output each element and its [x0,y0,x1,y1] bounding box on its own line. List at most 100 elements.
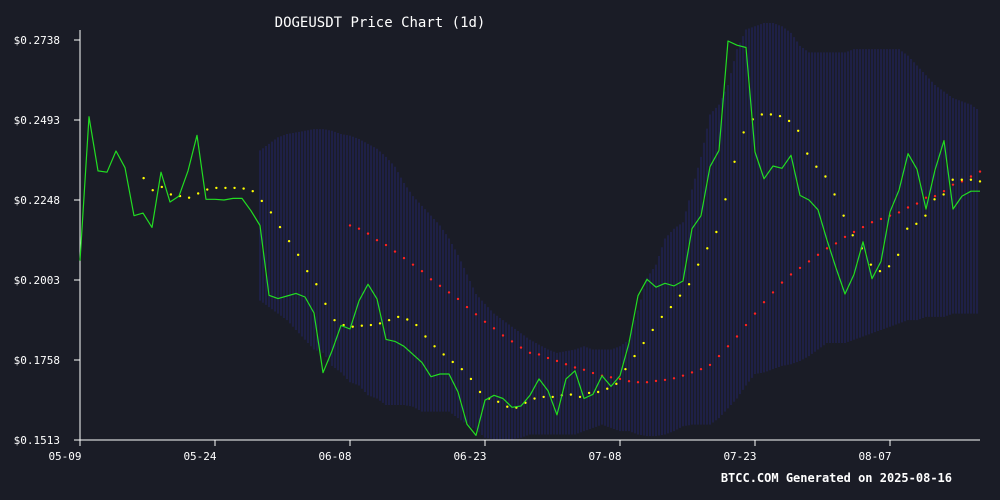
long-ma-point [411,263,415,266]
short-ma-point [306,269,309,273]
short-ma-point [769,113,773,116]
long-ma-point [753,312,757,315]
short-ma-point [360,324,364,327]
short-ma-point [278,225,282,229]
long-ma-point [483,320,487,323]
long-ma-point [672,377,676,380]
short-ma-point [951,178,954,181]
long-ma-point [456,297,460,301]
long-ma-point [537,353,541,356]
short-ma-point [587,391,591,395]
short-ma-point [651,328,654,332]
short-ma-point [296,253,300,257]
short-ma-point [242,187,245,190]
x-tick-label: 08-07 [858,450,891,463]
axis-layer [79,30,980,441]
short-ma-point [578,395,582,399]
long-ma-point [807,260,811,263]
long-ma-point [951,183,955,186]
long-ma-point [717,354,721,358]
short-ma-point [533,397,536,400]
short-ma-point [715,230,718,234]
short-ma-point [406,318,409,321]
short-ma-point [187,196,191,199]
x-tick-label: 07-23 [723,450,756,463]
short-ma-point [942,193,945,196]
long-ma-point [420,269,424,273]
short-ma-point [542,395,545,399]
long-ma-point [780,281,784,284]
short-ma-point [260,199,264,203]
short-ma-point [924,214,927,217]
short-ma-point [806,152,809,155]
long-ma-point [429,278,433,281]
long-ma-point [906,206,910,209]
long-ma-point [852,230,856,234]
short-ma-point [469,377,473,381]
short-ma-point [215,186,218,190]
short-ma-point [878,269,882,273]
short-ma-point [460,367,464,371]
x-tick-layer: 05-09 05-24 06-08 06-23 07-08 07-23 08-07 [48,440,892,463]
long-ma-point [825,247,829,250]
short-ma-point [678,294,682,297]
long-ma-point [861,225,865,229]
long-ma-point [798,266,802,270]
long-ma-point [447,291,451,294]
long-ma-point [438,284,442,288]
long-ma-point [555,359,559,363]
long-ma-point [843,235,847,239]
long-ma-point [708,363,712,367]
short-ma-point [151,189,154,192]
long-ma-point [897,211,901,214]
short-ma-point [233,186,236,190]
long-ma-point [357,227,361,230]
short-ma-point [496,400,500,403]
short-ma-point [169,193,173,196]
long-ma-point [582,368,586,371]
long-ma-point [681,374,685,377]
short-ma-point [506,405,509,408]
long-ma-point [510,340,514,343]
price-line [79,40,980,436]
long-ma-point [348,224,352,227]
long-ma-point [879,217,883,221]
y-tick-layer: $0.1513 $0.1758 $0.2003 $0.2248 $0.2493 $0.27… [14,34,80,447]
y-tick-label: $0.2493 [14,114,60,127]
long-ma-point [645,381,649,384]
long-ma-point [942,189,946,193]
short-ma-point [287,239,291,243]
chart-title: DOGEUSDT Price Chart (1d) [275,15,486,31]
short-ma-point [787,119,791,123]
long-ma-point [636,381,640,384]
short-ma-point [251,189,254,193]
short-ma-point [224,186,227,190]
series-layer [79,40,982,436]
short-ma-point [687,283,691,286]
long-ma-point [402,256,406,260]
short-ma-point [833,193,836,196]
short-ma-point [724,198,727,201]
short-ma-point [433,345,436,348]
y-tick-label: $0.2003 [14,274,60,287]
short-ma-point [778,114,782,118]
short-ma-point [624,367,627,371]
y-tick-label: $0.1513 [14,434,60,447]
short-ma-point [851,234,854,237]
short-ma-point [333,318,336,322]
short-ma-point [315,283,318,286]
long-ma-point [546,356,550,360]
long-ma-point [933,194,937,198]
long-ma-point [627,380,631,383]
short-ma-point [415,323,418,327]
long-ma-point [465,305,469,309]
long-ma-point [366,232,370,235]
short-ma-point [969,178,973,181]
long-ma-point [393,250,397,253]
long-ma-point [492,327,496,330]
short-ma-point [615,382,618,386]
short-ma-point [269,211,273,214]
short-ma-point [706,247,709,250]
short-ma-point [733,160,736,163]
short-ma-point [742,131,745,134]
